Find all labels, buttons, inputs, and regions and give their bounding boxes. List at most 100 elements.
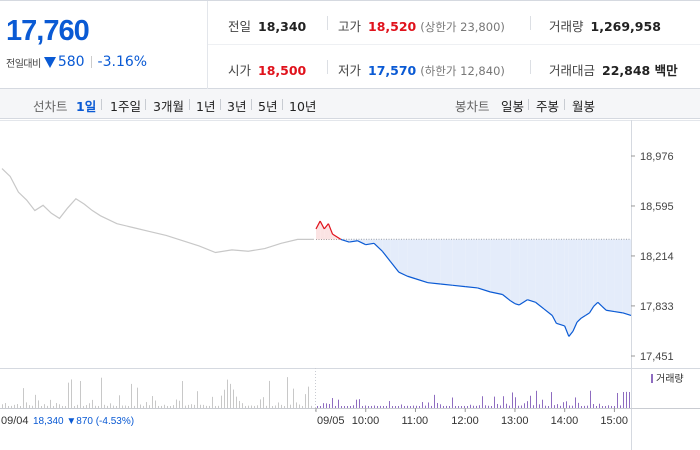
period-3y-button[interactable]: 3년 [227,99,247,114]
prev-volume-bar [173,405,174,408]
change-percent: -3.16% [97,54,148,70]
fall-area [601,239,607,311]
fall-area [577,239,582,323]
divider [282,99,283,110]
fall-segment [580,314,586,319]
prev-volume-bar [260,399,261,408]
volume-bar [542,399,543,408]
fall-area [514,239,520,305]
volume-bar [416,405,417,408]
prev-volume-bar [305,394,306,408]
period-1y-button[interactable]: 1년 [196,99,216,114]
fall-segment [415,278,429,284]
chart-fills [316,221,631,337]
fall-segment [514,303,520,306]
prev-volume-bar [248,405,249,408]
volume-bar [317,406,318,408]
volume-bar [422,402,423,408]
chart-lines [1,168,632,337]
volume-bar [593,404,594,408]
volume-bar [323,403,324,408]
fall-area [564,239,569,337]
volume-bar [560,405,561,408]
fall-segment [543,308,553,316]
volume-bar [500,405,501,408]
fall-area [622,239,631,316]
prev-volume-bar [95,405,96,408]
stat-low: 저가 17,570 (하한가 12,840) [338,63,505,78]
divider [530,60,531,74]
volume-bar [491,405,492,408]
volume-bar [536,390,537,408]
volume-bar [614,406,615,408]
fall-segment [427,282,441,285]
prev-volume-bar [278,402,279,408]
rise-area [316,221,321,240]
volume-bar [332,398,333,408]
prev-volume-bar [5,403,6,408]
volume-bar [419,406,420,408]
candle-monthly-button[interactable]: 월봉 [572,99,596,114]
lower-limit-note: (하한가 12,840) [420,64,505,78]
volume-bar [557,404,558,408]
volume-bar [482,396,483,408]
fall-area [374,239,383,252]
volume-bar [503,396,504,408]
volume-bar [341,405,342,408]
volume-bar [347,405,348,408]
volume-bar [566,401,567,408]
period-3m-button[interactable]: 3개월 [153,99,184,114]
fall-segment [477,287,491,293]
candle-weekly-button[interactable]: 주봉 [536,99,560,114]
prev-volume-bar [152,396,153,408]
fall-segment [349,240,358,243]
fall-area [581,239,586,319]
period-10y-button[interactable]: 10년 [289,99,317,114]
fall-segment [585,312,590,316]
prev-volume-bar [131,383,132,408]
fall-segment [340,238,350,243]
change-label: 전일대비 [6,58,41,70]
volume-bar [431,405,432,408]
prev-volume-bar [155,400,156,408]
volume-bar [377,405,378,408]
prev-volume-bar [188,404,189,408]
divider [101,99,102,110]
prev-volume-bar [77,404,78,408]
volume-bar [548,405,549,408]
period-1w-button[interactable]: 1주일 [110,99,141,114]
fall-area [490,239,503,295]
period-1d-button[interactable]: 1일 [76,99,97,114]
fall-area [572,239,578,332]
divider [145,99,146,110]
prev-volume-bar [20,405,21,408]
prev-volume-bar [197,391,198,408]
prev-volume-bar [32,405,33,408]
prev-volume-bar [239,400,240,408]
volume-bar [464,405,465,408]
fall-segment [622,312,632,317]
period-5y-button[interactable]: 5년 [258,99,278,114]
fall-segment [510,300,516,305]
volume-bar [446,405,447,408]
y-tick-label: 17,833 [640,301,674,313]
divider [251,99,252,110]
volume-bar [572,405,573,408]
prev-volume-bar [14,404,15,408]
volume-bar [485,405,486,408]
price-axis: 18,976 18,595 18,214 17,833 17,451 [631,151,674,363]
volume-bar [401,404,402,408]
volume-bar [326,403,327,408]
prev-volume-bar [149,405,150,408]
fall-area [382,239,391,262]
fall-segment [452,284,466,288]
candle-daily-button[interactable]: 일봉 [501,99,525,114]
volume-legend-swatch [651,374,653,383]
volume-bar [599,403,600,408]
volume-bars: 거래량 [2,373,684,408]
volume-bar [389,401,390,408]
fall-area [407,239,416,279]
divider [220,99,221,110]
divider [528,99,529,110]
price-chart[interactable]: 18,976 18,595 18,214 17,833 17,451 거래량 09/04… [0,120,700,450]
